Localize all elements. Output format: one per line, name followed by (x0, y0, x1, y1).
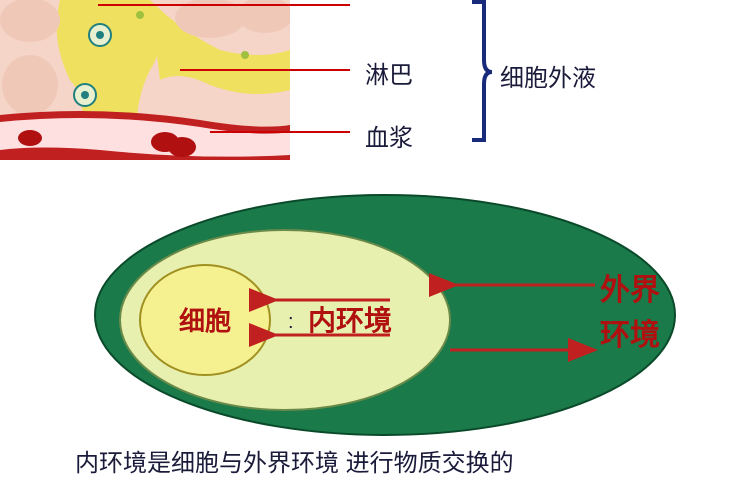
label-plasma: 血浆 (365, 118, 413, 153)
caption-line1: 内环境是细胞与外界环境 进行物质交换的 (75, 450, 514, 477)
external-label-2: 环境 (600, 318, 660, 352)
cell-label: 细胞 (179, 306, 231, 336)
label-ecf: 细胞外液 (500, 58, 596, 93)
concentric-diagram: 细胞 : 内环境 外界 环境 内环境是细胞与外界环境 进行物质交换的 (0, 185, 750, 465)
internal-env-label: 内环境 (308, 305, 392, 336)
external-label-1: 外界 (600, 274, 660, 307)
ecf-bracket (470, 0, 494, 145)
caption-text: 内环境是细胞与外界环境 进行物质交换的 (75, 447, 715, 481)
colon: : (288, 311, 294, 333)
top-labeled-diagram: 淋巴 血浆 细胞外液 (0, 0, 750, 180)
label-lymph: 淋巴 (365, 55, 413, 90)
ellipse-diagram: 细胞 : 内环境 外界 环境 (40, 185, 700, 445)
